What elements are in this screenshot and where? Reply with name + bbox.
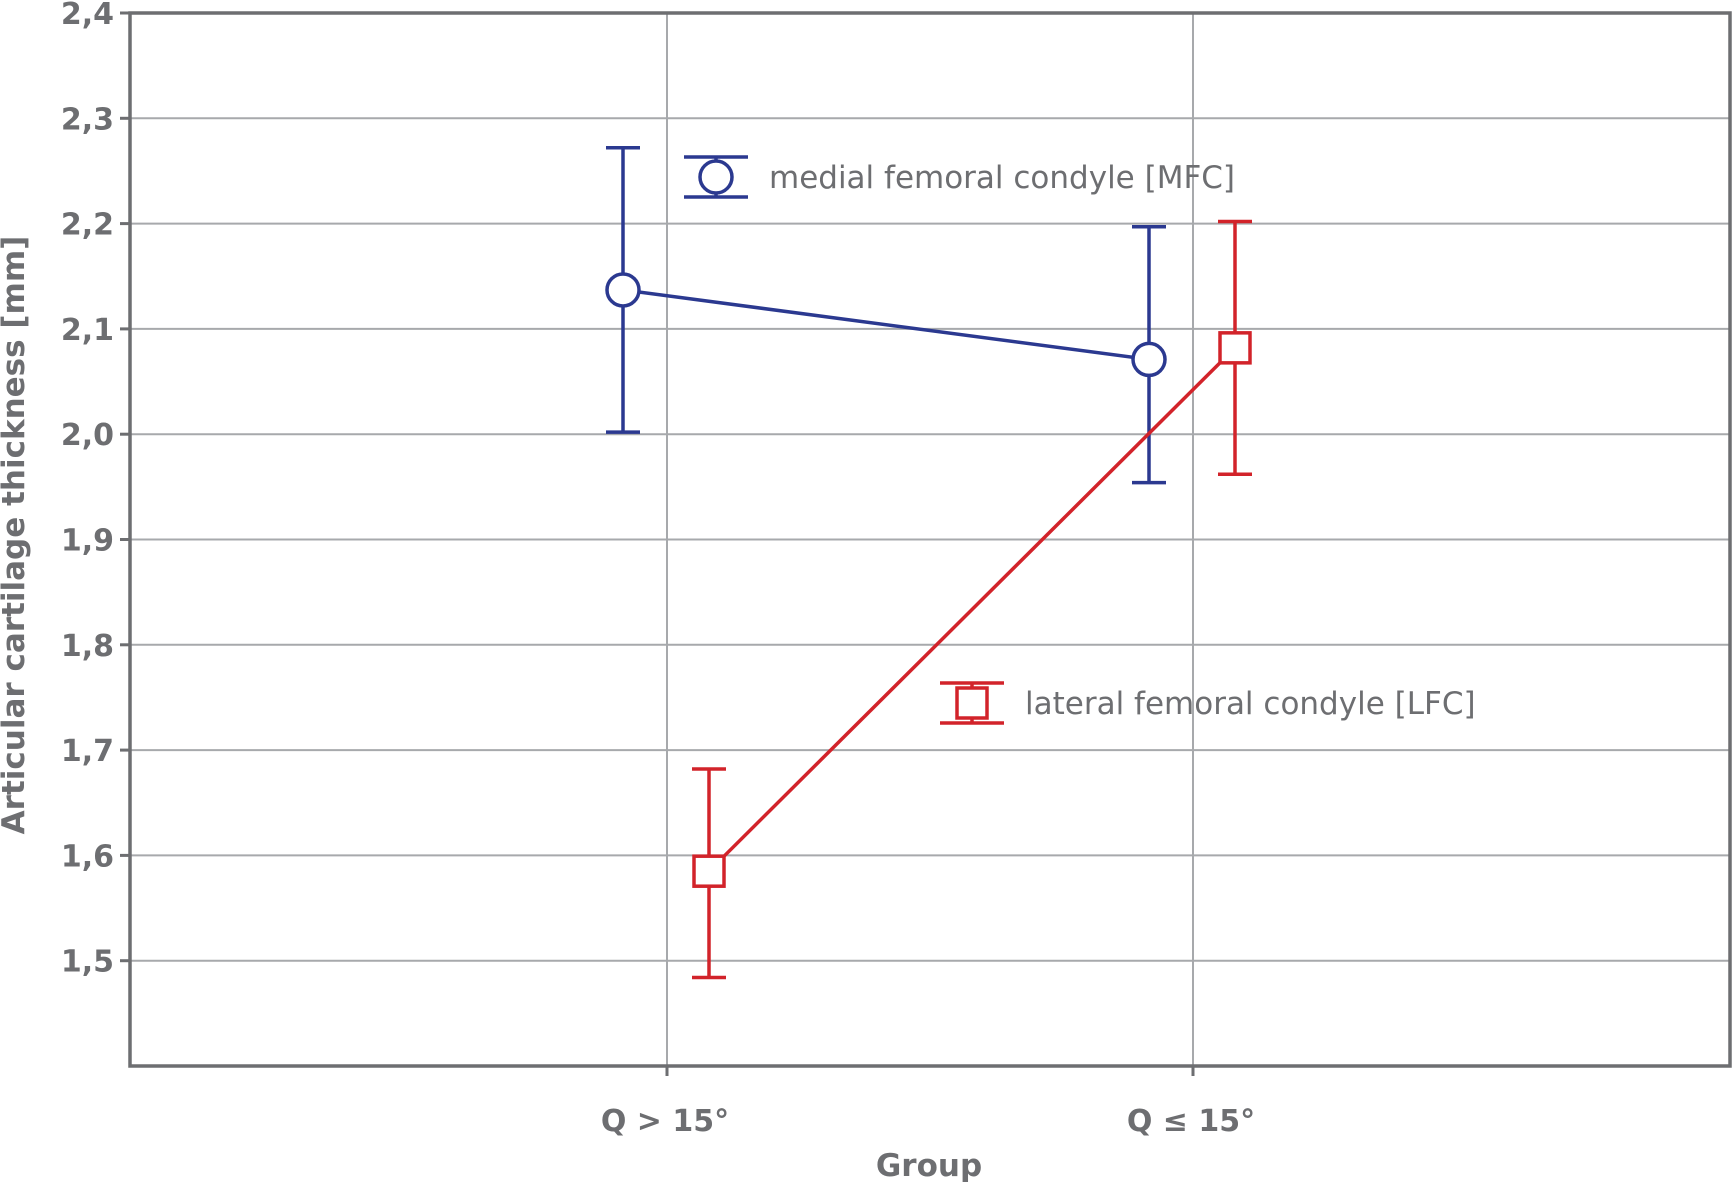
- x-tick-label: Q > 15°: [601, 1104, 729, 1139]
- legend-item: lateral femoral condyle [LFC]: [940, 681, 1476, 725]
- series-line: [707, 346, 1237, 873]
- legend-item: medial femoral condyle [MFC]: [684, 155, 1235, 199]
- series-line: [622, 288, 1150, 362]
- x-tick-label: Q ≤ 15°: [1127, 1104, 1255, 1139]
- y-tick-label: 1,5: [61, 945, 114, 980]
- data-point-square: [1218, 331, 1252, 365]
- y-tick-label: 1,8: [61, 629, 114, 664]
- y-tick-label: 1,9: [61, 524, 114, 559]
- legend-label: medial femoral condyle [MFC]: [769, 160, 1235, 196]
- y-tick-label: 2,2: [61, 208, 114, 243]
- legend-label: lateral femoral condyle [LFC]: [1025, 686, 1476, 722]
- y-axis-title: Articular cartilage thickness [mm]: [0, 236, 32, 835]
- x-axis-ticks: Q > 15° Q ≤ 15°: [601, 1066, 1255, 1139]
- data-point-circle: [605, 272, 641, 308]
- y-tick-label: 2,4: [61, 0, 114, 32]
- series-square-group: [692, 219, 1252, 980]
- legend-marker-square: [955, 686, 989, 720]
- y-tick-label: 2,1: [61, 313, 114, 348]
- series-layer: [605, 146, 1252, 980]
- data-point-square: [692, 854, 726, 888]
- legend: medial femoral condyle [MFC] lateral femo…: [684, 155, 1476, 725]
- legend-marker-circle: [698, 159, 734, 195]
- y-tick-label: 1,7: [61, 734, 114, 769]
- y-tick-label: 2,0: [61, 418, 114, 453]
- y-axis-ticks: 1,5 1,6 1,7 1,8 1,9 2,0 2,1 2,2 2,3 2,4: [61, 0, 130, 980]
- y-tick-label: 2,3: [61, 102, 114, 137]
- series-circle-group: [605, 146, 1167, 485]
- data-point-circle: [1131, 341, 1167, 378]
- y-tick-label: 1,6: [61, 839, 114, 874]
- x-axis-title: Group: [876, 1148, 982, 1182]
